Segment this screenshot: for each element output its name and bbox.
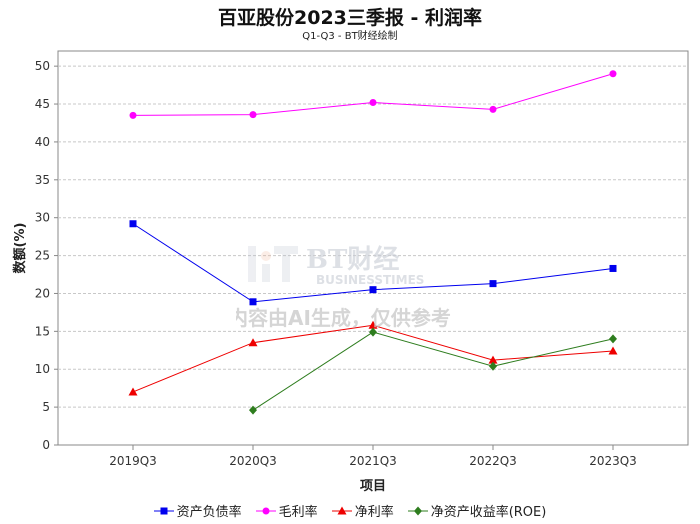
plot-area: [57, 50, 689, 446]
y-tick-label: 5: [42, 400, 50, 414]
data-point-0-3: [489, 280, 497, 288]
x-tick-label: 2020Q3: [229, 454, 277, 468]
series-group: [128, 70, 618, 415]
legend-marker: [413, 506, 422, 515]
triangle-marker-icon: [331, 506, 352, 514]
legend-marker: [262, 507, 270, 514]
series-line-3: [252, 331, 614, 411]
y-tick-label: 40: [35, 135, 50, 149]
data-point-0-2: [369, 286, 377, 294]
circle-marker-icon: [255, 507, 276, 514]
x-axis-label: 项目: [360, 479, 386, 494]
data-point-1-0: [129, 111, 137, 119]
data-point-2-0: [128, 387, 138, 396]
data-point-2-1: [248, 338, 258, 347]
data-point-2-3: [488, 355, 498, 364]
data-point-0-0: [129, 220, 137, 228]
legend-marker: [160, 507, 168, 514]
y-tick-label: 10: [35, 362, 50, 376]
y-tick-label: 15: [35, 324, 50, 338]
data-point-3-1: [249, 405, 257, 415]
x-tick-label: 2023Q3: [589, 454, 637, 468]
chart-title: 百亚股份2023三季报 - 利润率: [218, 7, 482, 29]
y-tick-label: 30: [35, 211, 50, 225]
square-marker-icon: [153, 507, 174, 514]
legend-label: 净利率: [354, 505, 394, 520]
legend: 资产负债率 毛利率 净利率 净资产收益率(ROE): [0, 501, 700, 520]
data-point-0-4: [609, 264, 617, 272]
legend-label: 毛利率: [278, 505, 318, 520]
legend-marker: [337, 506, 347, 514]
data-point-3-2: [369, 327, 377, 337]
x-axis-ticks: 2019Q3 2020Q3 2021Q3 2022Q3 2023Q3: [109, 445, 637, 468]
data-point-2-2: [368, 320, 378, 329]
x-tick-label: 2022Q3: [469, 454, 517, 468]
data-point-3-4: [609, 334, 617, 344]
data-point-3-3: [489, 361, 497, 371]
y-tick-label: 0: [42, 438, 50, 452]
legend-label: 资产负债率: [176, 505, 242, 520]
legend-item-1: 毛利率: [255, 501, 318, 520]
y-axis-label: 数额(%): [12, 223, 28, 274]
data-point-2-4: [608, 346, 618, 355]
y-axis-ticks: 0 5 10 15 20 25 30 35 40 45 50: [35, 59, 58, 452]
legend-item-0: 资产负债率: [153, 501, 242, 520]
legend-item-3: 净资产收益率(ROE): [407, 501, 547, 520]
x-tick-label: 2021Q3: [349, 454, 397, 468]
y-tick-label: 35: [35, 173, 50, 187]
y-tick-label: 50: [35, 59, 50, 73]
x-tick-label: 2019Q3: [109, 454, 157, 468]
data-point-1-4: [609, 70, 617, 78]
legend-item-2: 净利率: [331, 501, 394, 520]
chart-subtitle: Q1-Q3 - BT财经绘制: [302, 31, 398, 42]
legend-label: 净资产收益率(ROE): [430, 505, 547, 520]
data-point-1-1: [249, 111, 257, 119]
y-tick-label: 45: [35, 97, 50, 111]
data-point-1-3: [489, 105, 497, 113]
y-tick-label: 25: [35, 249, 50, 263]
data-point-1-2: [369, 99, 377, 107]
diamond-marker-icon: [407, 506, 428, 515]
data-point-0-1: [249, 298, 257, 306]
y-tick-label: 20: [35, 286, 50, 300]
